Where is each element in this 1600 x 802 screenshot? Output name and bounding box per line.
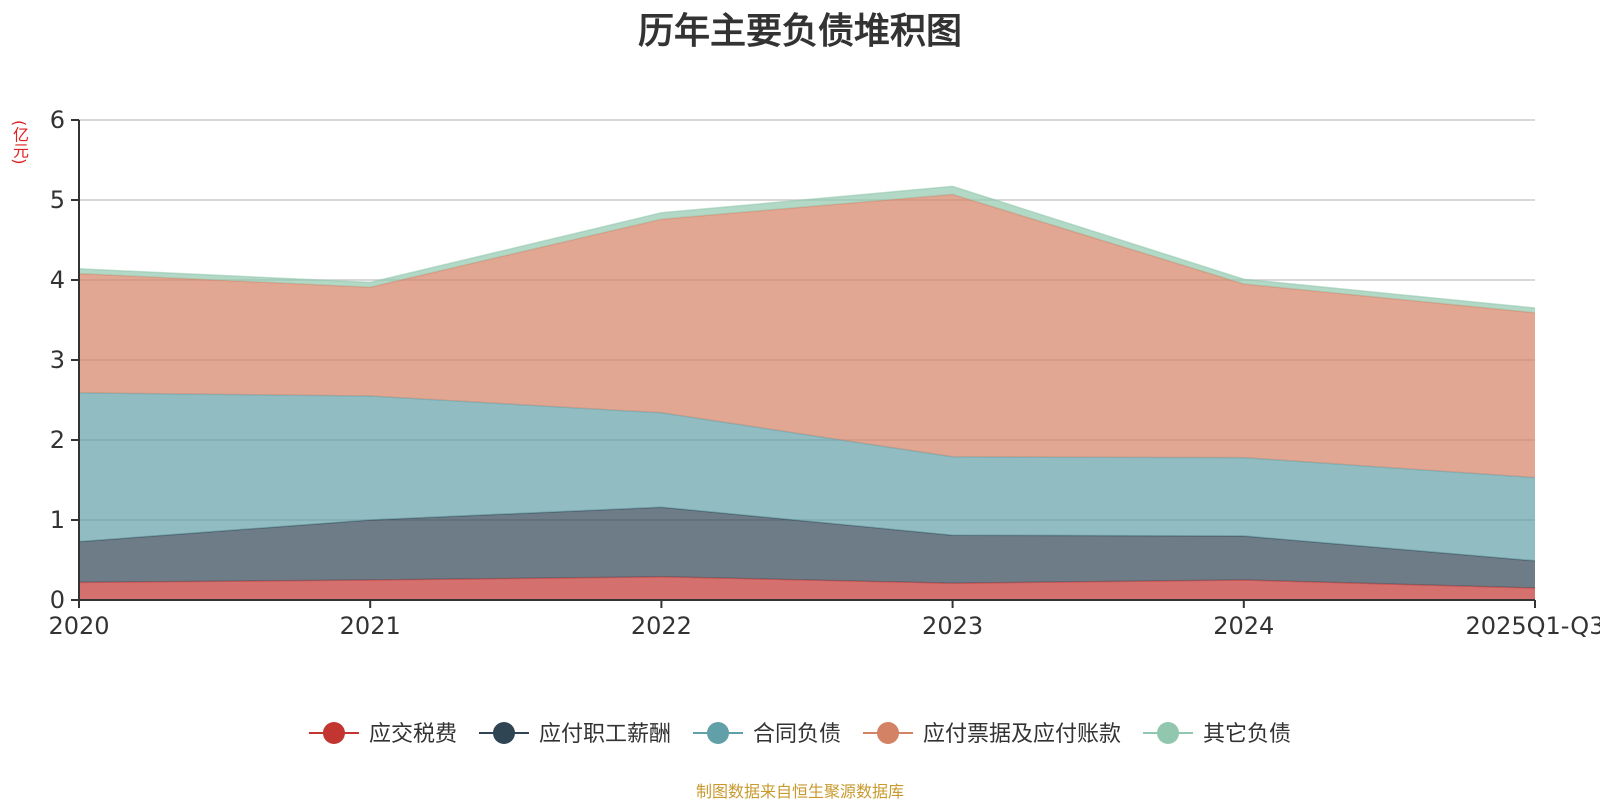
area-series xyxy=(78,185,1536,600)
legend[interactable]: 应交税费 应付职工薪酬 合同负债 应付票据及应付账款 其它负债 xyxy=(308,722,1291,747)
axes: 0 1 2 3 4 5 6 2020 2021 2022 2023 2024 2025Q1-Q3 xyxy=(48,106,1600,640)
x-tick-label: 2022 xyxy=(631,612,692,640)
legend-label: 应交税费 xyxy=(369,722,457,747)
legend-label: 合同负债 xyxy=(753,722,841,747)
x-tick-label: 2021 xyxy=(340,612,401,640)
legend-item[interactable]: 合同负债 xyxy=(692,722,841,747)
x-tick-label: 2025Q1-Q3 xyxy=(1466,612,1600,640)
legend-label: 应付职工薪酬 xyxy=(539,722,671,747)
y-tick-label: 4 xyxy=(50,266,65,294)
legend-item[interactable]: 其它负债 xyxy=(1143,722,1291,747)
legend-marker xyxy=(877,722,900,744)
y-tick-label: 0 xyxy=(50,586,65,614)
legend-label: 应付票据及应付账款 xyxy=(923,722,1121,747)
x-tick-label: 2023 xyxy=(922,612,983,640)
area-series-2 xyxy=(79,392,1535,561)
source-note: 制图数据来自恒生聚源数据库 xyxy=(695,782,904,801)
y-tick-label: 1 xyxy=(50,506,65,534)
legend-marker xyxy=(322,722,345,744)
chart-title: 历年主要负债堆积图 xyxy=(637,11,962,52)
legend-label: 其它负债 xyxy=(1203,722,1291,747)
legend-marker xyxy=(706,722,729,744)
legend-marker xyxy=(1157,722,1180,744)
x-tick-label: 2020 xyxy=(48,612,109,640)
y-tick-label: 2 xyxy=(50,426,65,454)
area-series-3 xyxy=(79,194,1535,478)
y-tick-label: 6 xyxy=(50,106,65,134)
series-line-4 xyxy=(78,185,1536,309)
legend-marker xyxy=(492,722,515,744)
area-series-1 xyxy=(79,507,1535,588)
legend-item[interactable]: 应付职工薪酬 xyxy=(478,722,671,747)
y-tick-label: 3 xyxy=(50,346,65,374)
area-series-0 xyxy=(79,576,1535,600)
y-tick-label: 5 xyxy=(50,186,65,214)
legend-item[interactable]: 应交税费 xyxy=(308,722,457,747)
legend-item[interactable]: 应付票据及应付账款 xyxy=(863,722,1121,747)
y-axis-unit-label: (亿元) xyxy=(10,120,29,165)
x-tick-label: 2024 xyxy=(1213,612,1274,640)
